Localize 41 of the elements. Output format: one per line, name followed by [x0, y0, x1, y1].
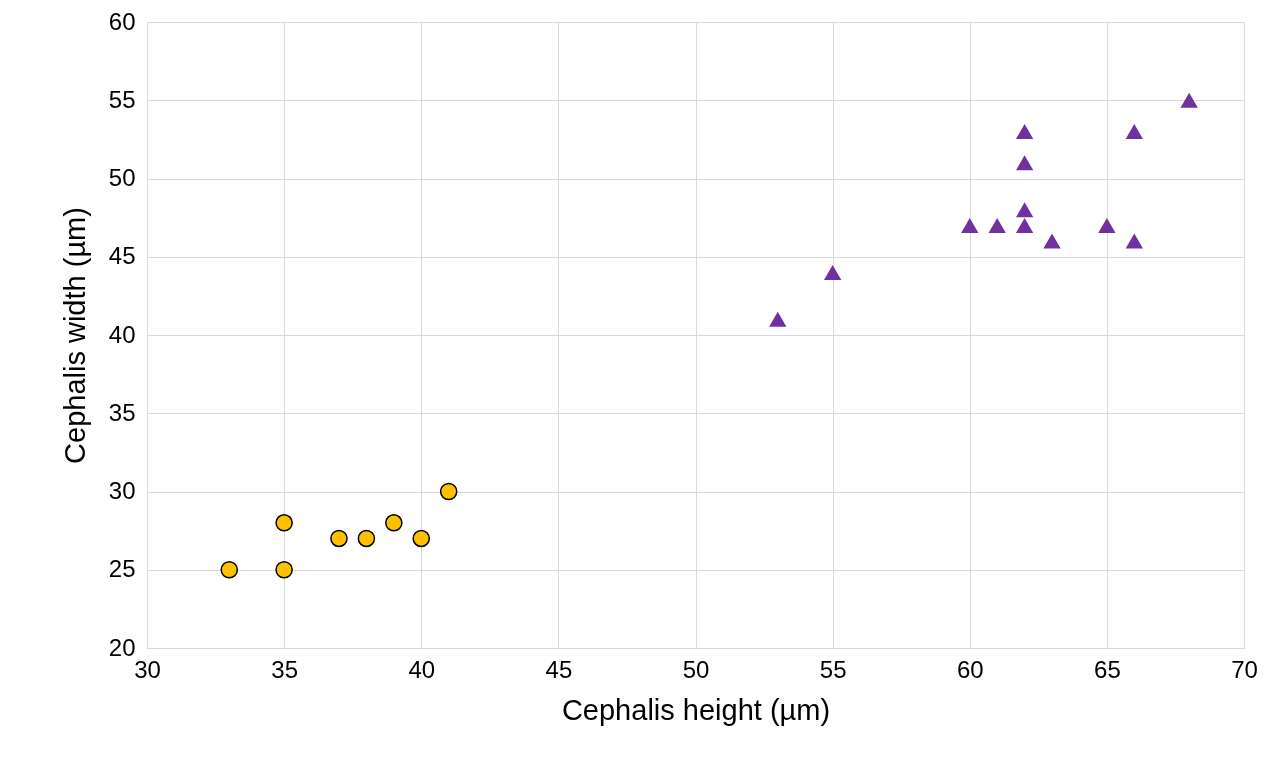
x-axis-title: Cephalis height (µm)	[561, 693, 831, 726]
point	[961, 217, 979, 233]
y-tick-label: 40	[108, 320, 136, 348]
point	[357, 529, 376, 548]
y-tick-label: 60	[108, 7, 136, 35]
y-tick-label: 45	[108, 242, 136, 270]
y-tick-label: 25	[108, 555, 136, 583]
point	[769, 311, 787, 327]
y-tick-label: 20	[108, 633, 136, 661]
y-tick-label: 50	[108, 164, 136, 191]
point	[1015, 124, 1034, 140]
point	[1125, 233, 1143, 249]
x-tick-label: 35	[271, 655, 298, 683]
y-tick-label: 35	[108, 398, 136, 426]
x-tick-label: 45	[545, 655, 573, 683]
point	[1015, 217, 1034, 233]
y-tick-label: 30	[108, 477, 136, 504]
x-tick-label: 55	[819, 655, 847, 683]
point	[988, 217, 1006, 233]
point	[1098, 217, 1116, 233]
point	[330, 529, 348, 548]
point	[1043, 233, 1061, 249]
point	[220, 560, 239, 579]
x-tick-label: 50	[682, 655, 710, 683]
point	[1015, 202, 1034, 218]
point	[1015, 155, 1034, 171]
point	[439, 482, 458, 501]
point	[1180, 92, 1198, 108]
point	[412, 529, 431, 548]
y-axis-title: Cephalis width (µm)	[58, 207, 91, 464]
x-tick-label: 60	[956, 655, 984, 683]
point	[275, 560, 293, 579]
point	[823, 264, 842, 280]
y-tick-label: 55	[108, 85, 136, 113]
point	[1125, 124, 1143, 140]
point	[275, 514, 293, 532]
x-tick-label: 40	[408, 655, 436, 683]
point	[385, 514, 403, 532]
x-tick-label: 70	[1231, 655, 1258, 683]
x-tick-label: 30	[134, 655, 161, 683]
x-tick-label: 65	[1094, 655, 1121, 683]
